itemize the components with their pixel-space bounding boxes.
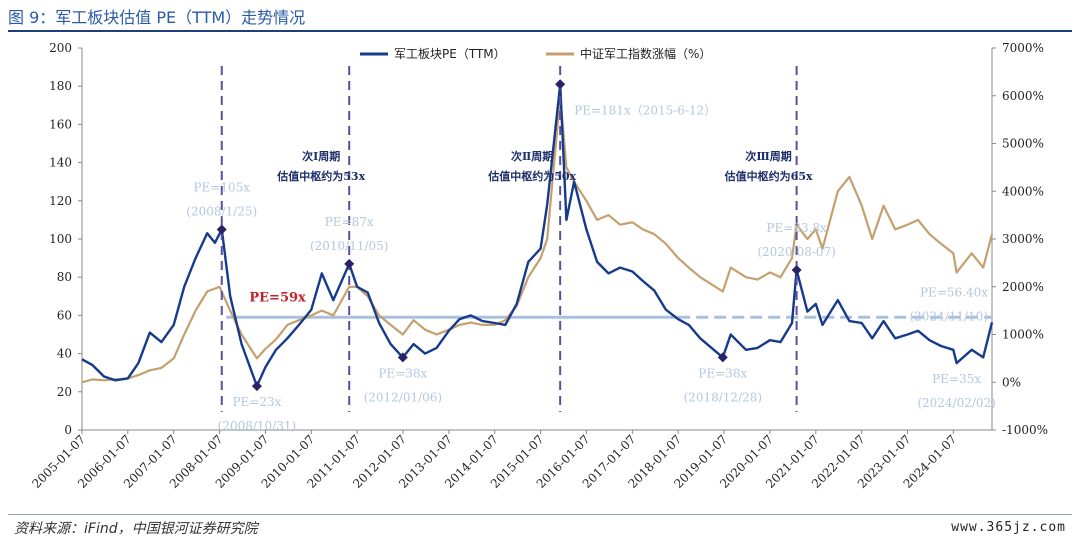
y-left-tick-label: 80 [57,270,72,284]
pe-annotation-value: PE=38x [698,366,747,380]
y-right-tick-label: 4000% [1002,184,1044,198]
legend-label: 中证军工指数涨幅（%） [580,46,711,61]
y-left-tick-label: 120 [49,194,72,208]
pe-annotation-date: (2024/02/02) [917,396,996,410]
figure-title: 图 9：军工板块估值 PE（TTM）走势情况 [8,8,306,27]
y-right-tick-label: 0% [1002,375,1021,389]
legend-label: 军工板块PE（TTM） [394,47,506,61]
series-index-line [81,94,994,384]
pe-marker [251,381,262,392]
y-left-tick-label: 20 [57,385,72,399]
y-left-tick-label: 0 [64,423,72,437]
cycle-label-center: 估值中枢约为53x [276,169,365,183]
pe-annotation-value: PE=56.40x [920,285,988,299]
cycle-label-title: 次Ⅰ周期 [302,149,340,163]
pe-annotation-value: PE=23x [232,395,281,409]
pe-annotation-date: (2020-08-07) [757,245,836,259]
watermark: www.365jz.com [951,520,1066,535]
y-right-tick-label: 6000% [1002,89,1044,103]
pe-annotation-date: (2008/10/31) [218,419,297,433]
median-label: PE=59x [249,290,306,305]
pe-annotation-date: (2018/12/28) [684,390,763,404]
series-pe-line [81,83,994,388]
title-rule [8,30,1072,32]
pe-annotation-value: PE=38x [378,366,427,380]
pe-annotation-value: PE=83.8x [766,221,827,235]
y-right-tick-label: -1000% [1002,423,1048,437]
bottom-rule [8,514,1072,515]
pe-annotation-value: PE=35x [932,372,981,386]
y-right-tick-label: 1000% [1002,328,1044,342]
cycle-label-center: 估值中枢约为65x [724,169,813,183]
pe-marker [216,224,227,235]
y-left-tick-label: 100 [49,232,72,246]
y-left-tick-label: 200 [49,41,72,55]
pe-annotation-date: (2012/01/06) [364,390,443,404]
pe-marker [344,258,355,269]
y-right-tick-label: 7000% [1002,41,1044,55]
y-left-tick-label: 40 [57,347,72,361]
y-left-tick-label: 60 [57,308,72,322]
cycle-label-title: 次Ⅲ周期 [745,149,791,163]
y-left-tick-label: 160 [49,117,72,131]
pe-annotation-date: (2010/11/05) [310,239,389,253]
y-right-tick-label: 3000% [1002,232,1044,246]
y-right-tick-label: 2000% [1002,280,1044,294]
pe-marker [717,352,728,363]
cycle-label-center: 估值中枢约为50x [487,169,576,183]
pe-marker [397,352,408,363]
pe-marker [791,264,802,275]
y-right-tick-label: 5000% [1002,137,1044,151]
cycle-label-title: 次Ⅱ周期 [511,149,553,163]
pe-annotation-date: (2008/1/25) [186,204,257,218]
source-note: 资料来源：iFind，中国银河证券研究院 [14,521,258,537]
pe-annotation-value: PE=105x [193,180,250,194]
pe-marker [555,79,566,90]
pe-annotation-date: (2024/11/10) [909,309,988,323]
pe-annotation-value: PE=87x [325,215,374,229]
y-left-tick-label: 180 [49,79,72,93]
pe-annotation-value: PE=181x（2015-6-12） [574,103,716,117]
y-left-tick-label: 140 [49,156,72,170]
pe-chart: 0 20 40 60 80 100 120 140 160 180 200 -1000% 0% 1000%… [29,41,1048,491]
